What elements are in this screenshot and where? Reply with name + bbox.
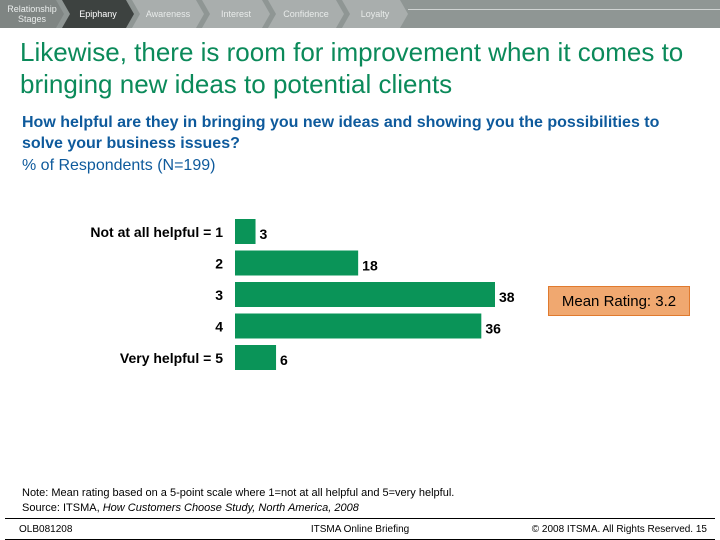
bar: [235, 313, 482, 339]
chart-note: Note: Mean rating based on a 5-point sca…: [22, 486, 454, 516]
data-label: 18: [362, 258, 378, 274]
data-label: 6: [280, 352, 288, 368]
data-label: 36: [485, 321, 501, 337]
data-label: 38: [499, 289, 515, 305]
category-label: 3: [215, 287, 223, 303]
category-label: Very helpful = 5: [120, 350, 223, 366]
survey-question: How helpful are they in bringing you new…: [22, 114, 660, 152]
mean-rating-box: Mean Rating: 3.2: [548, 286, 690, 316]
category-label: 4: [215, 319, 223, 335]
category-label: 2: [215, 256, 223, 272]
bar: [235, 345, 277, 370]
category-label: Not at all helpful = 1: [90, 224, 223, 240]
data-label: 3: [260, 226, 268, 242]
bar: [235, 219, 256, 244]
slide-footer: OLB081208 ITSMA Online Briefing © 2008 I…: [5, 518, 715, 540]
relationship-stages-label: Relationship Stages: [0, 0, 64, 28]
nav-tab-interest[interactable]: Interest: [202, 0, 270, 28]
respondents-label: % of Respondents (N=199): [22, 157, 216, 174]
nav-divider: [408, 9, 720, 10]
nav-tab-loyalty[interactable]: Loyalty: [342, 0, 408, 28]
footer-title: ITSMA Online Briefing: [310, 523, 410, 535]
nav-tab-awareness[interactable]: Awareness: [132, 0, 204, 28]
footer-copyright: © 2008 ITSMA. All Rights Reserved. 15: [531, 523, 707, 535]
footer-code: OLB081208: [19, 523, 73, 535]
stage-navigation: Relationship Stages Epiphany Awareness I…: [0, 0, 720, 28]
source-prefix: Source: ITSMA,: [22, 502, 103, 514]
bar: [235, 250, 359, 276]
note-text: Note: Mean rating based on a 5-point sca…: [22, 487, 455, 499]
nav-tab-confidence[interactable]: Confidence: [268, 0, 344, 28]
nav-tab-epiphany[interactable]: Epiphany: [62, 0, 134, 28]
source-line: Source: ITSMA, How Customers Choose Stud…: [22, 501, 454, 516]
slide-title: Likewise, there is room for improvement …: [20, 37, 684, 99]
bar: [235, 282, 495, 307]
source-title: How Customers Choose Study, North Americ…: [102, 502, 359, 514]
